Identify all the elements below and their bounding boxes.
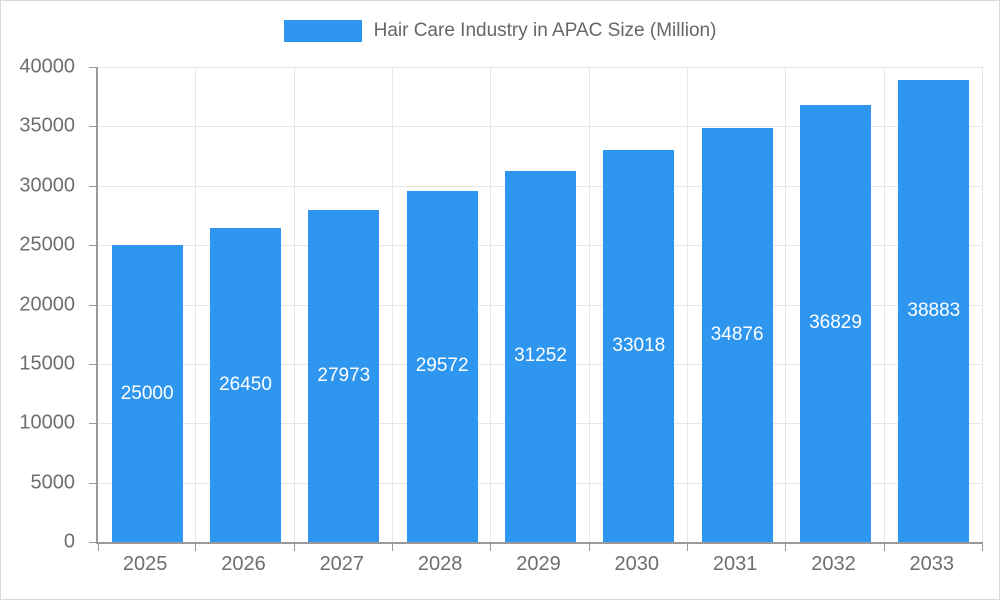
chart-title: Hair Care Industry in APAC Size (Million… bbox=[373, 20, 717, 41]
x-axis-tick-mark bbox=[490, 544, 492, 551]
y-axis-tick-label: 35000 bbox=[19, 114, 75, 137]
gridline-vertical bbox=[883, 67, 885, 542]
x-axis-tick-label: 2033 bbox=[909, 553, 955, 575]
bar[interactable]: 33018 bbox=[603, 149, 675, 542]
gridline-vertical bbox=[686, 67, 688, 542]
y-axis-tick-label: 5000 bbox=[30, 471, 76, 494]
y-axis-labels: 0 5000 10000 15000 20000 25000 30000 35000 40000 bbox=[1, 56, 85, 553]
gridline-vertical bbox=[490, 67, 492, 542]
gridline-horizontal bbox=[98, 126, 983, 128]
y-axis-tick-label: 15000 bbox=[19, 352, 75, 375]
x-axis-tick-mark bbox=[883, 544, 885, 551]
bar[interactable]: 27973 bbox=[308, 209, 380, 542]
x-axis-tick-label: 2027 bbox=[319, 553, 365, 575]
y-axis-tick-mark bbox=[89, 67, 96, 68]
x-axis-tick-mark bbox=[391, 544, 393, 551]
bar-value-label: 27973 bbox=[317, 364, 371, 386]
x-axis-tick-label: 2032 bbox=[811, 553, 856, 575]
gridline-vertical bbox=[391, 67, 393, 542]
legend[interactable]: Hair Care Industry in APAC Size (Million… bbox=[1, 18, 999, 44]
y-axis-tick-mark bbox=[89, 185, 96, 187]
bar-value-label: 33018 bbox=[612, 334, 666, 356]
y-axis-tick-label: 30000 bbox=[19, 174, 75, 197]
bar-value-label: 25000 bbox=[120, 382, 174, 404]
y-axis-tick-mark bbox=[89, 304, 96, 306]
y-axis-tick-mark bbox=[89, 482, 96, 484]
x-axis-labels: 2025 2026 2027 2028 2029 2030 2031 2032 2033 bbox=[96, 553, 981, 583]
bar[interactable]: 26450 bbox=[210, 227, 281, 542]
bar-value-label: 36829 bbox=[809, 312, 862, 334]
legend-swatch bbox=[283, 20, 362, 42]
y-axis-tick-label: 10000 bbox=[19, 411, 75, 434]
gridline-vertical bbox=[588, 67, 590, 542]
x-axis-tick-label: 2025 bbox=[122, 553, 168, 575]
x-axis-tick-label: 2028 bbox=[417, 553, 463, 575]
bar-value-label: 29572 bbox=[415, 355, 469, 377]
bar-value-label: 34876 bbox=[710, 323, 764, 345]
bar[interactable]: 25000 bbox=[111, 245, 183, 542]
gridline-vertical bbox=[982, 67, 983, 542]
gridline-vertical bbox=[785, 67, 787, 542]
bar-value-label: 38883 bbox=[907, 300, 961, 322]
x-axis-tick-label: 2026 bbox=[221, 553, 266, 575]
x-axis-tick-label: 2029 bbox=[516, 553, 561, 575]
y-axis-tick-label: 40000 bbox=[19, 55, 75, 78]
bar-value-label: 31252 bbox=[514, 345, 567, 367]
bar[interactable]: 31252 bbox=[505, 170, 576, 542]
x-axis-tick-mark bbox=[98, 544, 99, 551]
bar-value-label: 26450 bbox=[219, 373, 272, 395]
plot-area: 25000 26450 27973 29572 31252 33018 34876 36829… bbox=[89, 67, 983, 551]
gridline-vertical bbox=[195, 67, 197, 542]
bar[interactable]: 34876 bbox=[701, 127, 773, 542]
x-axis-tick-mark bbox=[785, 544, 787, 551]
x-axis-tick-label: 2030 bbox=[614, 553, 660, 575]
y-axis-tick-mark bbox=[89, 245, 96, 247]
x-axis-tick-mark bbox=[293, 544, 295, 551]
gridline-horizontal bbox=[98, 67, 983, 68]
bar[interactable]: 36829 bbox=[800, 104, 871, 542]
y-axis-tick-mark bbox=[89, 126, 96, 128]
y-axis-tick-label: 25000 bbox=[19, 233, 75, 256]
bar[interactable]: 38883 bbox=[898, 80, 970, 542]
x-axis-tick-label: 2031 bbox=[712, 553, 758, 575]
y-axis-tick-mark bbox=[89, 542, 96, 543]
x-axis-tick-mark bbox=[982, 544, 983, 551]
gridline-vertical bbox=[293, 67, 295, 542]
y-axis-tick-label: 0 bbox=[63, 530, 75, 553]
x-axis-tick-mark bbox=[588, 544, 590, 551]
y-axis-tick-label: 20000 bbox=[19, 293, 75, 315]
y-axis-tick-mark bbox=[89, 363, 96, 365]
x-axis-tick-mark bbox=[195, 544, 197, 551]
bar[interactable]: 29572 bbox=[406, 190, 478, 542]
x-axis-tick-mark bbox=[686, 544, 688, 551]
y-axis-tick-mark bbox=[89, 423, 96, 425]
